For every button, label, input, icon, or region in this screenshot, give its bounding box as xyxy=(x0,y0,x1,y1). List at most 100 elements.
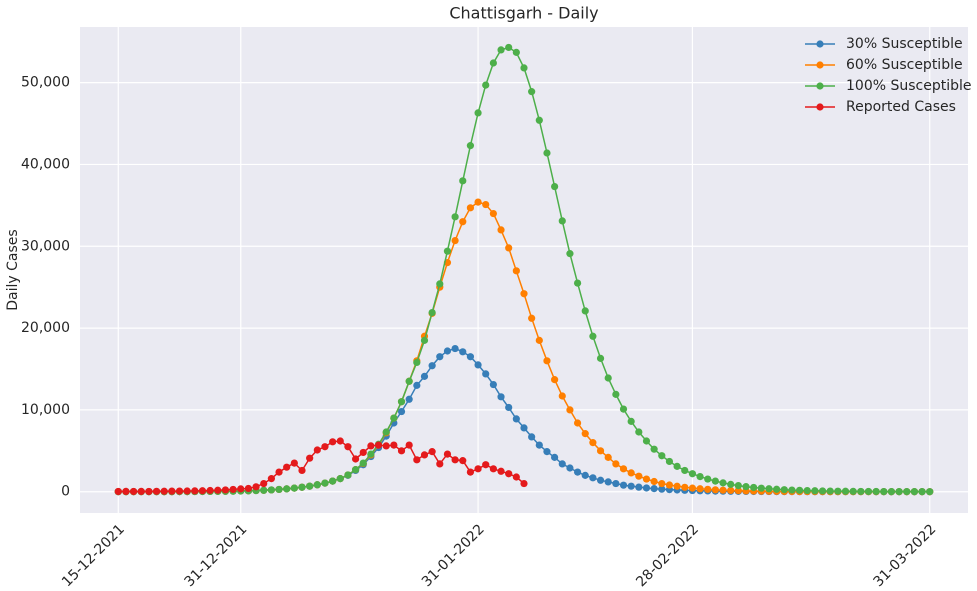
data-point xyxy=(520,290,528,298)
data-point xyxy=(474,109,482,117)
data-point xyxy=(482,461,490,469)
data-point xyxy=(420,336,429,344)
data-point xyxy=(558,217,566,225)
data-point xyxy=(359,448,367,457)
data-point xyxy=(627,482,635,490)
data-point xyxy=(497,393,505,401)
data-point xyxy=(367,442,375,450)
data-point xyxy=(466,142,475,150)
data-point xyxy=(321,479,329,487)
data-point xyxy=(474,361,482,369)
data-point xyxy=(849,487,857,495)
plot-area xyxy=(80,27,968,513)
data-point xyxy=(558,392,566,400)
data-point xyxy=(688,484,697,492)
data-point xyxy=(658,452,666,460)
data-point xyxy=(573,468,582,476)
data-point xyxy=(520,64,528,72)
data-point xyxy=(290,484,298,492)
legend-label: 100% Susceptible xyxy=(846,78,972,94)
data-point xyxy=(795,486,804,494)
data-point xyxy=(260,486,268,494)
data-point xyxy=(267,486,275,494)
data-point xyxy=(596,447,605,455)
data-point xyxy=(834,487,842,495)
data-point xyxy=(696,485,704,493)
data-point xyxy=(443,450,452,458)
data-point xyxy=(711,486,719,494)
data-point xyxy=(283,485,291,493)
data-point xyxy=(926,488,934,496)
y-tick-label: 40,000 xyxy=(21,156,70,172)
legend: 30% Susceptible 60% Susceptible 100% Susce… xyxy=(805,36,972,115)
data-point xyxy=(535,116,543,124)
data-point xyxy=(451,344,459,353)
data-point xyxy=(359,459,367,467)
data-point xyxy=(887,487,896,496)
y-tick-label: 20,000 xyxy=(21,320,70,336)
data-point xyxy=(390,441,398,449)
data-point xyxy=(704,475,712,483)
data-point xyxy=(466,353,475,361)
data-point xyxy=(374,441,383,449)
data-point xyxy=(642,437,651,445)
data-point xyxy=(581,430,589,438)
data-point xyxy=(114,487,122,496)
data-point xyxy=(543,149,551,157)
data-point xyxy=(604,478,612,486)
data-point xyxy=(275,485,283,494)
data-point xyxy=(428,362,436,370)
data-point xyxy=(451,236,459,245)
data-point xyxy=(183,487,191,495)
data-point xyxy=(589,474,597,482)
data-point xyxy=(788,486,796,494)
data-point xyxy=(566,406,574,414)
data-point xyxy=(727,480,735,488)
data-point xyxy=(413,456,421,464)
data-point xyxy=(719,486,727,494)
data-point xyxy=(267,475,275,483)
data-point xyxy=(145,487,153,496)
data-point xyxy=(505,403,513,412)
data-point xyxy=(604,453,612,461)
data-point xyxy=(329,438,337,446)
data-point xyxy=(497,467,505,475)
data-point xyxy=(658,479,666,488)
data-point xyxy=(152,487,161,495)
data-point xyxy=(397,398,406,406)
data-point xyxy=(436,353,444,361)
data-point xyxy=(459,177,467,185)
data-point xyxy=(122,487,130,495)
data-point xyxy=(466,204,475,212)
data-point xyxy=(543,448,551,456)
data-point xyxy=(551,453,559,461)
data-point xyxy=(903,488,911,496)
data-point xyxy=(175,487,184,495)
data-point xyxy=(665,457,674,466)
legend-marker xyxy=(816,103,824,111)
data-point xyxy=(665,481,674,489)
data-point xyxy=(734,481,742,490)
x-tick-label: 15-12-2021 xyxy=(59,521,128,590)
data-point xyxy=(129,487,138,496)
data-point xyxy=(298,483,306,491)
data-point xyxy=(635,483,643,491)
data-point xyxy=(482,370,490,378)
data-point xyxy=(405,395,413,403)
data-point xyxy=(627,417,635,425)
data-point xyxy=(551,182,559,191)
data-point xyxy=(137,487,145,495)
legend-label: 30% Susceptible xyxy=(846,36,963,52)
data-point xyxy=(344,471,352,479)
data-point xyxy=(405,377,413,385)
data-point xyxy=(673,462,681,470)
data-point xyxy=(436,280,444,288)
data-point xyxy=(635,428,643,436)
data-point xyxy=(528,88,536,96)
data-point xyxy=(765,485,773,493)
data-point xyxy=(512,415,520,423)
data-point xyxy=(382,442,390,450)
data-point xyxy=(864,487,873,496)
data-point xyxy=(681,466,689,475)
data-point xyxy=(221,486,230,494)
